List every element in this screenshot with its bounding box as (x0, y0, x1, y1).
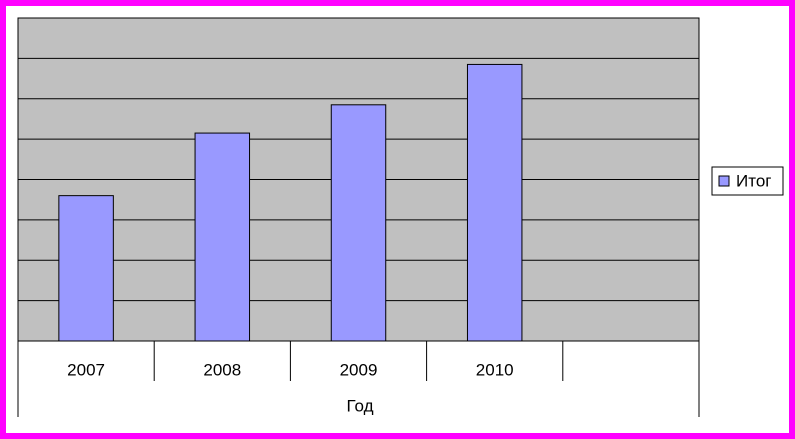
legend-label: Итог (736, 171, 771, 190)
x-tick-label: 2008 (203, 360, 241, 379)
x-tick-label: 2010 (476, 360, 514, 379)
x-axis-title: Год (346, 396, 373, 415)
bar (466, 63, 523, 342)
x-tick-label: 2009 (340, 360, 378, 379)
bar (330, 104, 387, 342)
bar (58, 195, 114, 342)
x-tick-label: 2007 (67, 360, 105, 379)
bar (194, 132, 251, 342)
legend-swatch (718, 175, 730, 187)
